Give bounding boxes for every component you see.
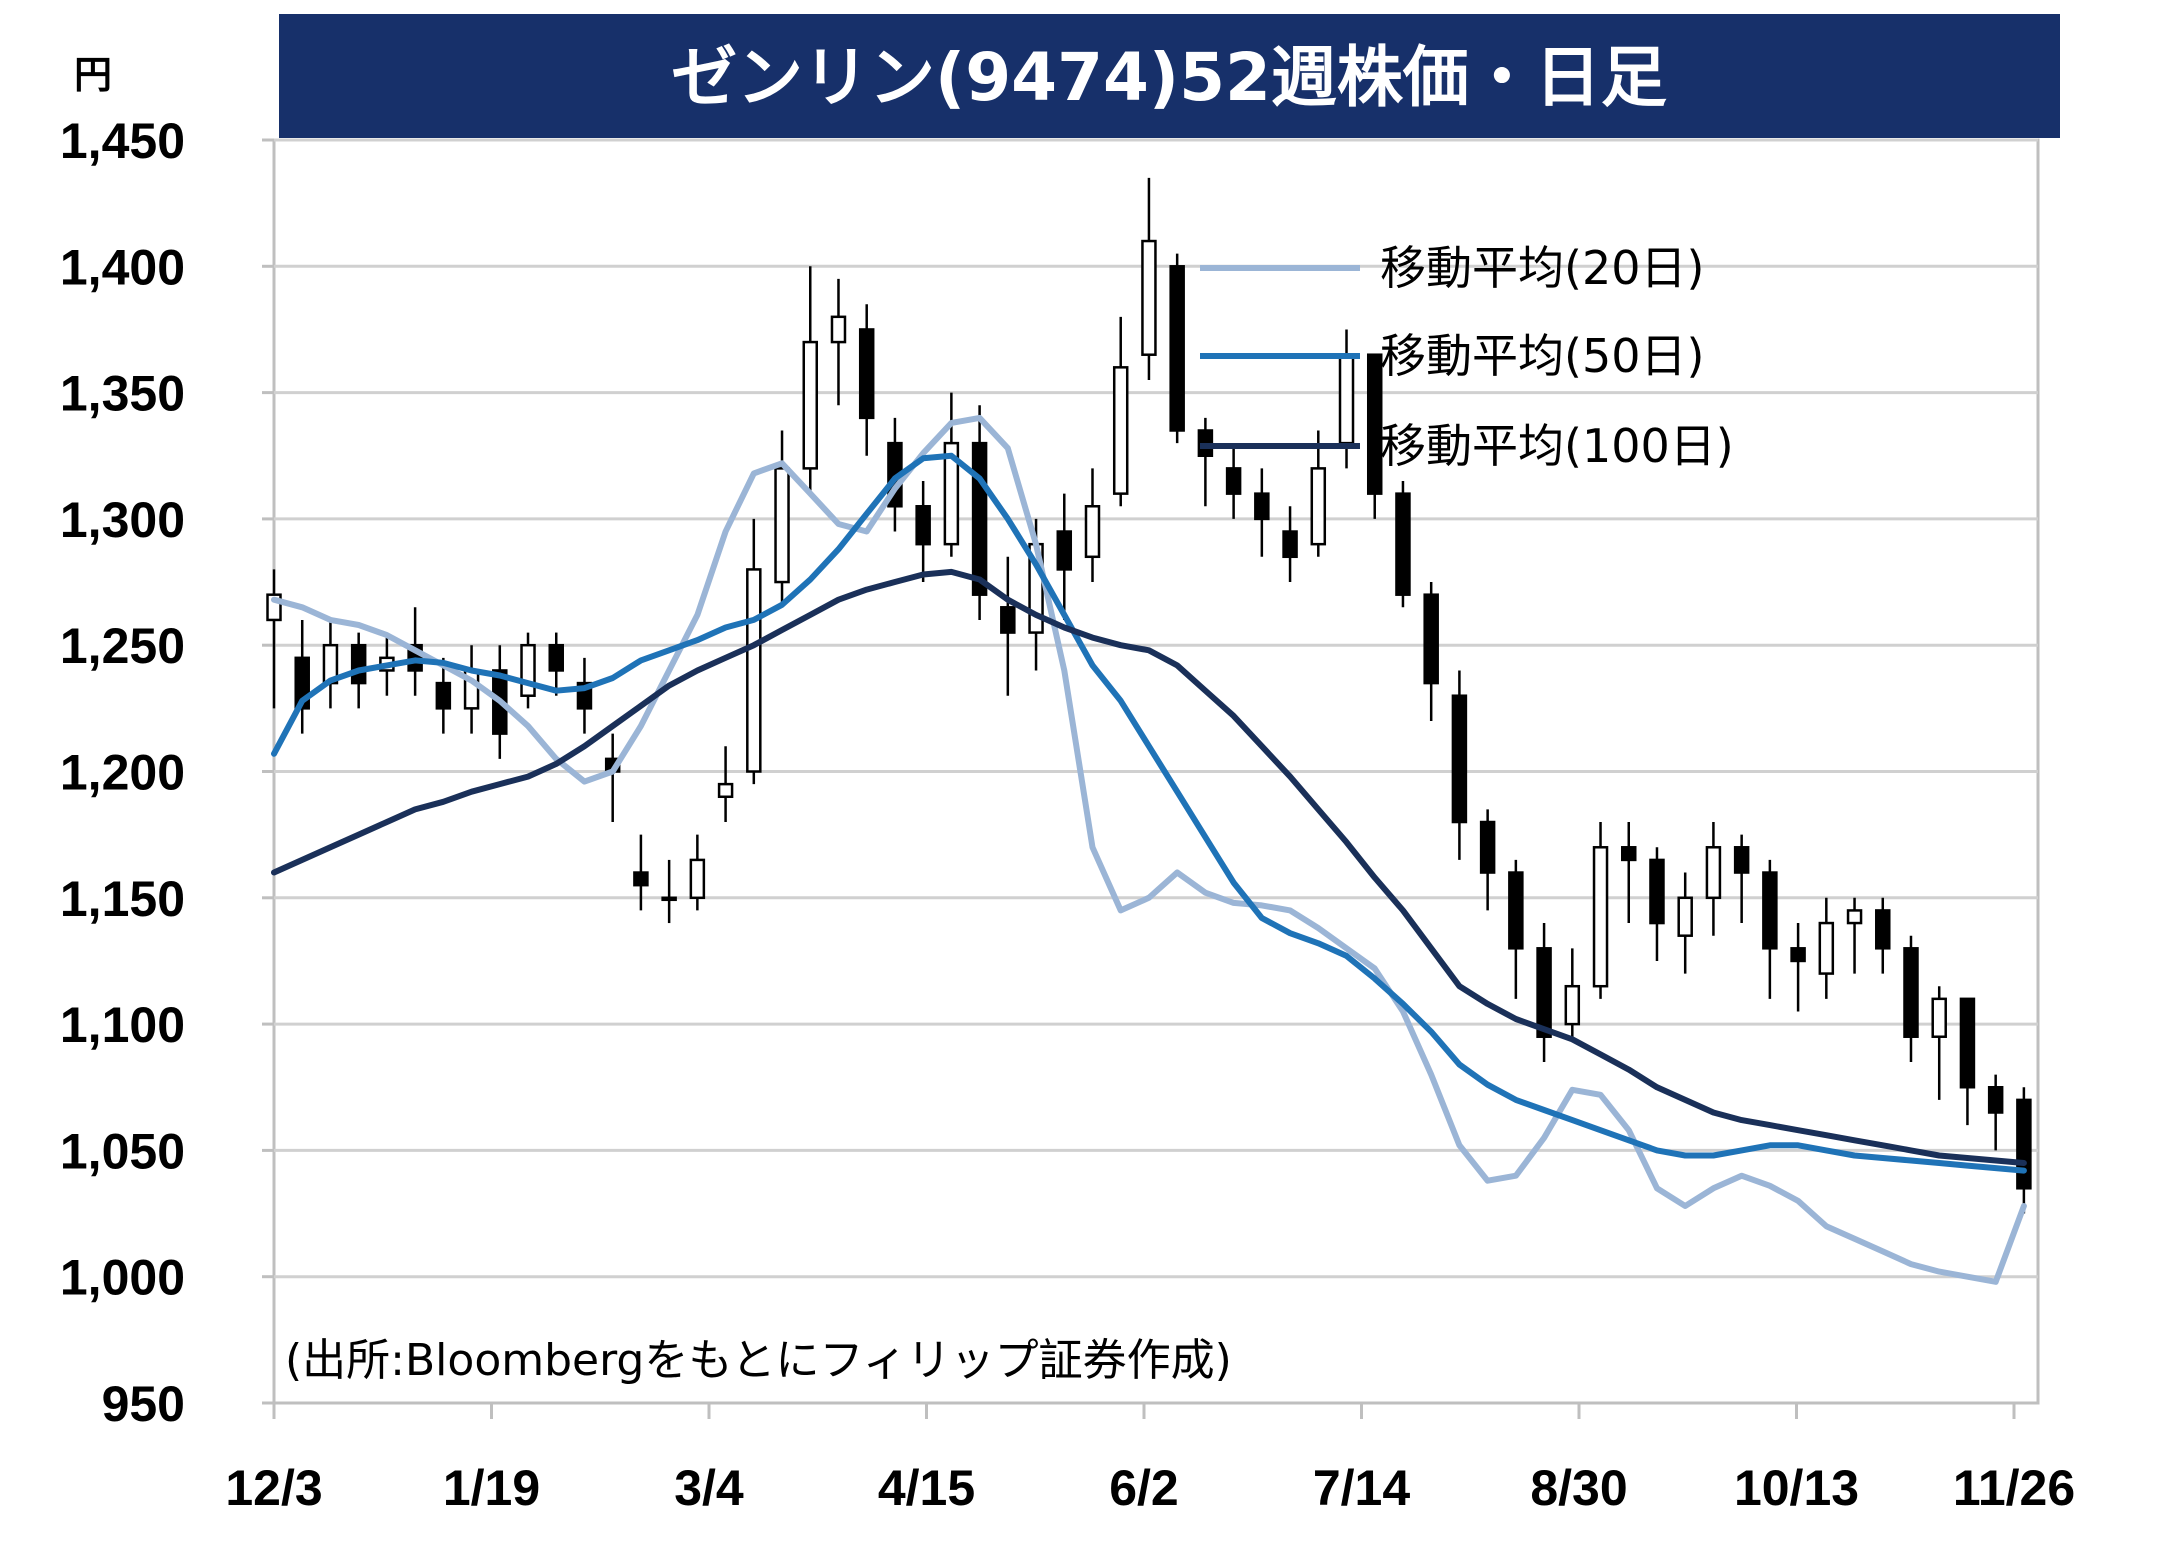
y-tick-label: 1,300 <box>60 492 185 548</box>
candle-body <box>520 643 536 697</box>
legend-label-ma20: 移動平均(20日) <box>1380 241 1704 295</box>
candle-body <box>1649 858 1665 925</box>
ma20-line <box>271 414 2027 1285</box>
y-tick-label: 1,200 <box>60 745 185 801</box>
candle-body <box>1338 353 1355 445</box>
candle-body <box>1733 846 1750 874</box>
candle-body <box>830 315 847 344</box>
x-tick-label: 8/30 <box>1530 1460 1627 1516</box>
candle-body <box>1564 984 1581 1026</box>
legend-label-ma100: 移動平均(100日) <box>1380 419 1734 473</box>
candle-body <box>661 896 677 902</box>
ma50-line <box>271 452 2027 1174</box>
candle-body <box>1395 492 1411 596</box>
candle-body <box>1254 492 1270 521</box>
candle-body <box>1846 909 1863 925</box>
candle-body <box>1508 871 1524 950</box>
y-tick-label: 950 <box>102 1376 185 1432</box>
chart-title: ゼンリン(9474)52週株価・日足 <box>671 39 1667 116</box>
candle-body <box>1592 846 1609 988</box>
candle-body <box>1169 265 1185 432</box>
candle-body <box>943 441 960 546</box>
candle-body <box>1366 353 1383 495</box>
candle-body <box>858 328 875 420</box>
x-tick-label: 7/14 <box>1313 1460 1411 1516</box>
source-note: (出所:Bloombergをもとにフィリップ証券作成) <box>285 1335 1232 1386</box>
ma100-line <box>271 568 2027 1166</box>
y-tick-label: 1,000 <box>60 1250 185 1306</box>
candle-body <box>1705 846 1722 900</box>
candle-body <box>915 505 931 546</box>
y-tick-label: 1,250 <box>60 618 185 674</box>
candle-body <box>1225 467 1242 495</box>
y-tick-label: 1,350 <box>60 366 185 422</box>
candle-body <box>1875 909 1891 950</box>
y-tick-label: 1,100 <box>60 997 185 1053</box>
candle-body <box>1536 947 1552 1038</box>
x-tick-label: 10/13 <box>1734 1460 1859 1516</box>
candle-body <box>1959 997 1976 1089</box>
candle-body <box>435 681 452 710</box>
y-tick-label: 1,400 <box>60 239 185 295</box>
x-tick-label: 12/3 <box>225 1460 322 1516</box>
candle-body <box>1112 366 1129 495</box>
x-tick-label: 3/4 <box>674 1460 744 1516</box>
y-axis-ticks: 1,450 1,400 1,350 1,300 1,250 1,200 1,150 1,100… <box>60 113 274 1432</box>
candle-body <box>971 441 988 596</box>
candle-body <box>1282 530 1298 559</box>
candle-body <box>774 467 790 584</box>
candle-body <box>1056 530 1073 571</box>
legend: 移動平均(20日) 移動平均(50日) 移動平均(100日) <box>1200 241 1734 473</box>
candle-body <box>1621 846 1637 862</box>
candle-body <box>1987 1086 2004 1114</box>
candle-body <box>1084 505 1101 559</box>
title-banner <box>279 14 2060 138</box>
x-tick-label: 6/2 <box>1109 1460 1179 1516</box>
candle-body <box>1310 467 1327 546</box>
candle-body <box>1000 606 1016 634</box>
candle-body <box>689 858 706 900</box>
candle-body <box>1790 947 1806 963</box>
candle-body <box>633 871 649 887</box>
y-tick-label: 1,150 <box>60 871 185 927</box>
candle-body <box>1818 921 1835 975</box>
legend-label-ma50: 移動平均(50日) <box>1380 329 1704 383</box>
candle-body <box>1423 593 1439 685</box>
candle-body <box>802 340 819 470</box>
candle-body <box>746 568 762 773</box>
y-unit-label: 円 <box>74 55 112 97</box>
y-tick-label: 1,050 <box>60 1123 185 1179</box>
x-tick-label: 11/26 <box>1953 1460 2075 1516</box>
candle-body <box>1677 896 1693 937</box>
x-axis-ticks: 12/3 1/19 3/4 4/15 6/2 7/14 8/30 10/13 11/26 <box>225 1403 2075 1516</box>
candle-body <box>1931 997 1947 1038</box>
moving-average-lines <box>271 414 2027 1285</box>
candle-body <box>1762 871 1778 950</box>
candle-body <box>1141 239 1157 356</box>
x-tick-label: 1/19 <box>443 1460 540 1516</box>
candle-body <box>350 643 367 685</box>
candle-body <box>1903 947 1919 1038</box>
y-tick-label: 1,450 <box>60 113 185 169</box>
candle-body <box>548 643 564 672</box>
candle-body <box>1451 694 1468 824</box>
candle-body <box>2016 1098 2032 1190</box>
x-tick-label: 4/15 <box>878 1460 975 1516</box>
candle-body <box>717 782 734 799</box>
candle-body <box>1479 820 1496 874</box>
